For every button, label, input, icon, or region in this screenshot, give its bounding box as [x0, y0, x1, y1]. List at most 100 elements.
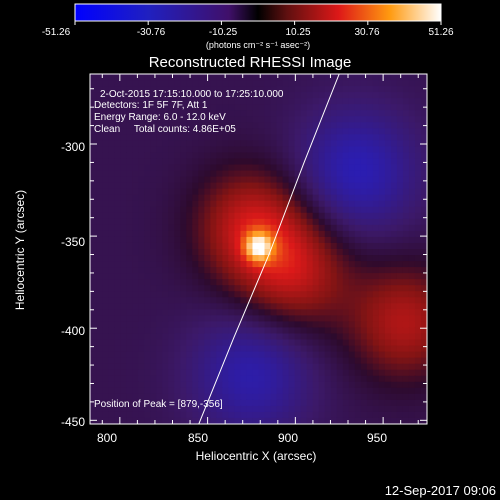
heatmap-cell	[138, 164, 145, 172]
heatmap-cell	[114, 357, 121, 365]
heatmap-cell	[390, 212, 398, 220]
x-tick-label: 800	[97, 431, 117, 445]
heatmap-cell	[114, 98, 121, 105]
heatmap-cell	[282, 200, 290, 208]
heatmap-cell	[342, 92, 350, 99]
heatmap-cell	[108, 116, 115, 123]
heatmap-cell	[402, 279, 410, 286]
heatmap-cell	[150, 333, 157, 341]
heatmap-cell	[150, 134, 157, 141]
heatmap-cell	[324, 116, 332, 123]
heatmap-cell	[210, 351, 217, 359]
heatmap-cell	[354, 122, 362, 129]
heatmap-cell	[156, 291, 163, 298]
heatmap-cell	[222, 309, 230, 316]
heatmap-cell	[396, 273, 404, 280]
heatmap-cell	[324, 230, 332, 238]
heatmap-cell	[408, 152, 416, 160]
heatmap-cell	[396, 110, 404, 117]
heatmap-cell	[360, 176, 368, 184]
heatmap-cell	[402, 339, 410, 347]
x-tick-label: 950	[367, 431, 387, 445]
heatmap-cell	[168, 80, 175, 87]
heatmap-cell	[300, 399, 308, 407]
heatmap-cell	[294, 140, 302, 148]
heatmap-cell	[192, 405, 199, 413]
heatmap-cell	[96, 206, 103, 214]
heatmap-cell	[270, 261, 278, 268]
heatmap-cell	[246, 351, 254, 359]
heatmap-cell	[408, 291, 416, 298]
heatmap-cell	[390, 387, 398, 395]
heatmap-cell	[336, 86, 344, 93]
heatmap-cell	[312, 164, 320, 172]
heatmap-cell	[204, 224, 211, 232]
heatmap-cell	[414, 110, 422, 117]
heatmap-cell	[168, 236, 175, 244]
heatmap-cell	[126, 357, 133, 365]
heatmap-cell	[144, 80, 151, 87]
heatmap-cell	[210, 399, 217, 407]
heatmap-cell	[276, 333, 284, 341]
heatmap-cell	[318, 218, 326, 226]
heatmap-cell	[216, 291, 223, 298]
heatmap-cell	[372, 128, 380, 135]
heatmap-cell	[96, 363, 103, 371]
heatmap-cell	[102, 212, 109, 220]
heatmap-cell	[408, 279, 416, 286]
heatmap-cell	[330, 399, 338, 407]
heatmap-cell	[156, 200, 163, 208]
heatmap-cell	[402, 80, 410, 87]
heatmap-cell	[126, 122, 133, 129]
heatmap-cell	[228, 206, 236, 214]
heatmap-cell	[372, 134, 380, 141]
heatmap-cell	[312, 411, 320, 419]
heatmap-cell	[222, 218, 230, 226]
peak-position-label: Position of Peak = [879,-356]	[94, 399, 223, 410]
heatmap-cell	[252, 363, 260, 371]
heatmap-cell	[258, 224, 266, 232]
heatmap-cell	[372, 146, 380, 154]
heatmap-cell	[228, 152, 236, 160]
heatmap-cell	[354, 230, 362, 238]
heatmap-cell	[366, 273, 374, 280]
heatmap-cell	[240, 164, 248, 172]
heatmap-cell	[126, 134, 133, 141]
heatmap-cell	[102, 333, 109, 341]
heatmap-cell	[336, 291, 344, 298]
heatmap-cell	[90, 242, 97, 250]
heatmap-cell	[276, 339, 284, 347]
heatmap-cell	[324, 273, 332, 280]
heatmap-cell	[180, 345, 187, 353]
heatmap-cell	[300, 249, 308, 256]
heatmap-cell	[366, 327, 374, 335]
heatmap-cell	[312, 285, 320, 292]
heatmap-cell	[174, 176, 181, 184]
heatmap-cell	[174, 249, 181, 256]
heatmap-cell	[372, 327, 380, 335]
heatmap-cell	[300, 417, 308, 424]
heatmap-cell	[336, 339, 344, 347]
heatmap-cell	[132, 182, 139, 190]
heatmap-cell	[384, 188, 392, 196]
heatmap-cell	[234, 399, 242, 407]
heatmap-cell	[186, 188, 193, 196]
heatmap-cell	[318, 303, 326, 310]
heatmap-cell	[288, 182, 296, 190]
heatmap-cell	[162, 140, 169, 148]
heatmap-cell	[414, 357, 422, 365]
heatmap-cell	[300, 74, 308, 81]
heatmap-cell	[366, 182, 374, 190]
heatmap-cell	[240, 176, 248, 184]
heatmap-cell	[132, 327, 139, 335]
heatmap-cell	[384, 230, 392, 238]
heatmap-cell	[408, 104, 416, 111]
heatmap-cell	[282, 297, 290, 304]
heatmap-cell	[180, 152, 187, 160]
heatmap-cell	[162, 249, 169, 256]
heatmap-cell	[228, 387, 236, 395]
heatmap-cell	[348, 92, 356, 99]
heatmap-cell	[282, 345, 290, 353]
heatmap-cell	[168, 116, 175, 123]
heatmap-cell	[402, 242, 410, 250]
